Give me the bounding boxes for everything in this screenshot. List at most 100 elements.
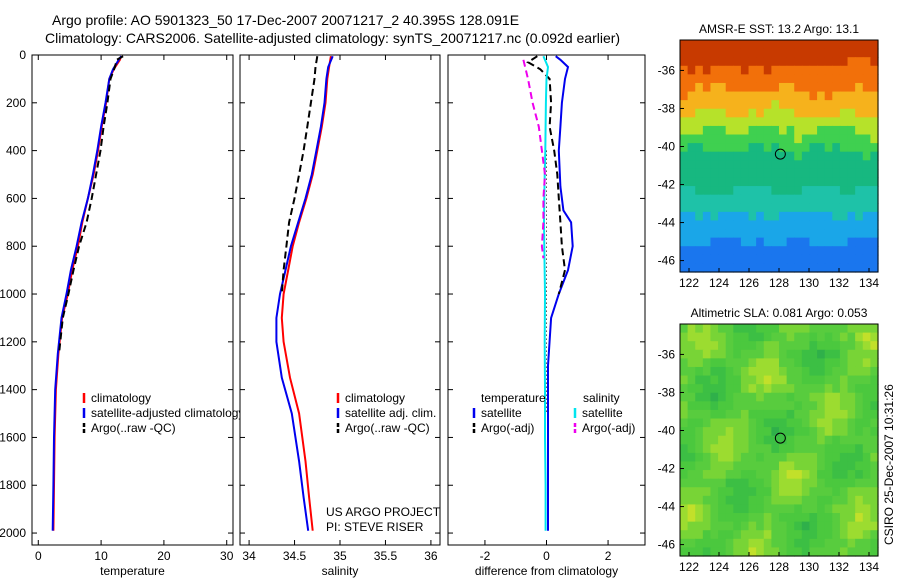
sst_map-cell [740,168,750,179]
sst_map-cell [756,220,765,230]
sla_map-cell [839,478,849,488]
sst_map-cell [847,48,856,58]
sla_map-cell [839,444,849,454]
sst_map-cell [809,186,818,196]
sst_map-cell [756,263,765,273]
sst_map-cell [748,57,757,67]
sst_map-cell [718,134,727,144]
sla_map-cell [725,427,734,437]
sla_map-cell [862,530,871,540]
sla_map-cell [832,427,841,437]
sla_map-cell [862,358,871,368]
sla_map-cell [809,470,818,480]
sla_map-cell [809,409,818,420]
sla_map-cell [862,427,871,437]
sla_map-cell [756,452,765,463]
sla_map-cell [733,341,742,351]
sla_map-xtick-label: 124 [709,560,729,574]
sla_map-cell [756,358,765,368]
sla_map-cell [695,470,704,480]
sla_map-cell [763,384,772,394]
sst_map-cell [786,254,795,264]
sst_map-cell [824,186,833,196]
sst_map-cell [763,160,772,170]
sst_map-cell [695,186,704,196]
sla_map-cell [695,349,704,359]
sla_map-cell [771,513,780,523]
sst_map-cell [756,48,765,58]
sla_map-cell [870,478,879,488]
sst_map-cell [763,194,772,204]
sst_map-cell [870,143,879,153]
sla_map-cell [801,375,811,385]
sst_map-cell [702,108,712,118]
sla_map-cell [786,375,795,385]
sst_map-cell [733,237,742,247]
sst_map-cell [847,151,856,161]
sst_map-cell [870,125,879,136]
sst_map-cell [740,160,750,170]
sla_map-cell [824,409,833,420]
sla_map-cell [771,521,780,531]
sla_map-cell [870,418,879,428]
sla_map-cell [801,487,811,497]
sla_map-cell [748,427,757,437]
sst_map-cell [870,108,879,118]
sla_map-cell [839,375,849,385]
sst_map-cell [794,143,803,153]
sst_map-cell [756,40,765,50]
sst_map-cell [718,211,727,222]
sst_map-cell [695,263,704,273]
sla_map-cell [763,341,772,351]
sla_map-cell [733,452,742,463]
sla_map-cell [756,375,765,385]
sst_map-cell [862,117,871,127]
sst_map-cell [740,65,750,75]
sla_map-cell [748,375,757,385]
sla_map-cell [763,366,772,377]
sst_map-cell [870,91,879,101]
sla_map-cell [756,418,765,428]
sla_map-cell [733,478,742,488]
sla_map-cell [718,461,727,471]
sst_map-cell [763,177,772,187]
sst_map-cell [771,203,780,213]
sst_map-cell [839,203,849,213]
sla_map-cell [794,504,803,514]
sla_map-cell [839,487,849,497]
sst_map-cell [824,237,833,247]
sla_map-cell [824,461,833,471]
sla_map-cell [771,366,780,377]
sla_map-cell [748,461,757,471]
sla_map-cell [740,384,750,394]
sla_map-cell [862,461,871,471]
sla_map-cell [855,324,864,334]
sst_map-cell [794,229,803,239]
sst_map-cell [855,48,864,58]
sst_map-cell [847,108,856,118]
sst_map-cell [748,194,757,204]
sst_map-cell [680,91,689,101]
sla_map-cell [756,470,765,480]
sla_map-cell [771,530,780,540]
sst_map-cell [794,177,803,187]
sst_map-cell [695,229,704,239]
sla_map-cell [695,435,704,445]
sla_map-cell [718,384,727,394]
sst_map-cell [786,237,795,247]
sst_map-cell [740,151,750,161]
sst_map-cell [748,246,757,256]
sst_map-cell [824,143,833,153]
sst_map-cell [839,117,849,127]
sst_map-cell [710,246,719,256]
sla_map-cell [824,444,833,454]
sla_map-cell [801,504,811,514]
sst_map-cell [786,143,795,153]
sla_map-cell [817,538,826,548]
sla_map-cell [725,547,734,557]
sst_map-cell [786,74,795,84]
difference-salinity-legend-label: Argo(-adj) [582,421,635,435]
sst_map-cell [771,108,780,118]
sla_map-cell [786,452,795,463]
sst_map-cell [817,151,826,161]
